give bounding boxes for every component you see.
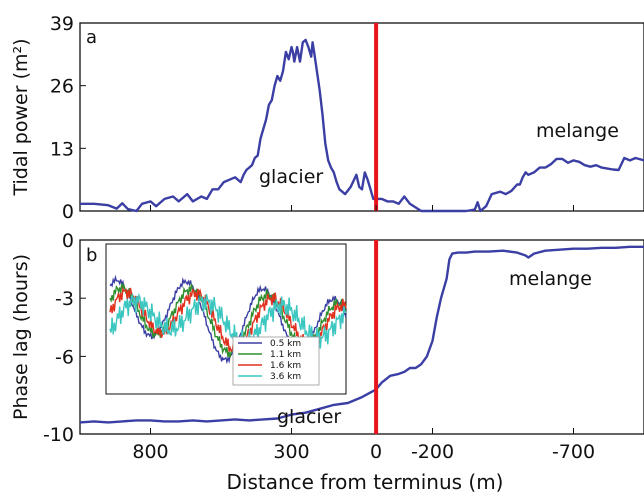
panel-b-letter: b bbox=[86, 245, 97, 266]
x-tick-label: 800 bbox=[132, 441, 168, 463]
x-tick-label: -700 bbox=[552, 441, 595, 463]
legend-label-0-5-km: 0.5 km bbox=[270, 339, 301, 349]
y-tick-label: 0 bbox=[62, 201, 74, 223]
panel-a-letter: a bbox=[86, 27, 97, 48]
inset-legend: 0.5 km 1.1 km 1.6 km 3.6 km bbox=[232, 336, 320, 386]
panel-b-inset: 0.5 km 1.1 km 1.6 km 3.6 km bbox=[105, 243, 347, 395]
inset-legend-box bbox=[232, 336, 320, 386]
panel-a-glacier-label: glacier bbox=[259, 166, 323, 188]
y-tick-label: -10 bbox=[43, 424, 74, 446]
legend-label-1-6-km: 1.6 km bbox=[270, 361, 301, 371]
x-tick-label: -200 bbox=[411, 441, 454, 463]
y-tick-label: 0 bbox=[62, 230, 74, 252]
panel-b-glacier-label: glacier bbox=[277, 406, 341, 428]
panel-b-y-ticks: -10 -6 -3 0 bbox=[43, 230, 86, 446]
panel-a-axes-frame bbox=[79, 22, 644, 212]
y-tick-label: 26 bbox=[50, 76, 74, 98]
panel-a-tidal-power-line bbox=[80, 38, 644, 213]
panel-b: b -10 -6 -3 0 800 300 0 -200 -700 glacier melan… bbox=[10, 205, 644, 494]
x-axis-label: Distance from terminus (m) bbox=[227, 470, 504, 494]
panel-a: a 0 13 26 39 glacier melange Tidal power (m… bbox=[10, 13, 644, 223]
panel-a-y-axis-label: Tidal power (m²) bbox=[10, 38, 32, 196]
legend-label-3-6-km: 3.6 km bbox=[270, 372, 301, 382]
panel-a-melange-label: melange bbox=[536, 120, 619, 142]
legend-label-1-1-km: 1.1 km bbox=[270, 350, 301, 360]
panel-b-melange-label: melange bbox=[509, 268, 592, 290]
panel-a-y-ticks: 0 13 26 39 bbox=[50, 13, 86, 223]
y-tick-label: 39 bbox=[50, 13, 74, 35]
x-tick-label: 300 bbox=[273, 441, 309, 463]
panel-b-y-axis-label: Phase lag (hours) bbox=[10, 254, 32, 420]
y-tick-label: -3 bbox=[55, 288, 74, 310]
inset-line-3-6-km bbox=[109, 292, 347, 351]
y-tick-label: -6 bbox=[55, 346, 74, 368]
panel-b-phase-lag-line bbox=[79, 245, 644, 424]
panel-b-x-ticks: 800 300 0 -200 -700 bbox=[132, 205, 595, 463]
y-tick-label: 13 bbox=[50, 138, 74, 160]
x-tick-label: 0 bbox=[370, 441, 382, 463]
